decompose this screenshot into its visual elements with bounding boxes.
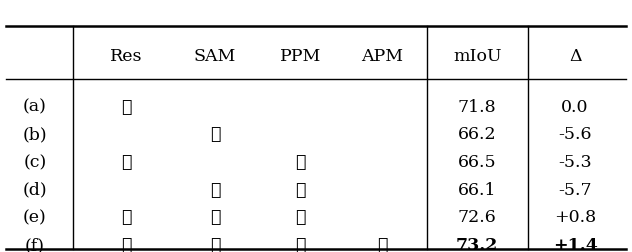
Text: (e): (e) <box>23 209 47 227</box>
Text: 0.0: 0.0 <box>561 99 589 116</box>
Text: mIoU: mIoU <box>453 48 501 65</box>
Text: 73.2: 73.2 <box>456 237 498 252</box>
Text: 66.1: 66.1 <box>458 182 496 199</box>
Text: APM: APM <box>362 48 403 65</box>
Text: ✓: ✓ <box>210 126 220 143</box>
Text: ✓: ✓ <box>295 209 305 227</box>
Text: -5.3: -5.3 <box>558 154 592 171</box>
Text: Res: Res <box>110 48 143 65</box>
Text: PPM: PPM <box>279 48 321 65</box>
Text: ✓: ✓ <box>210 182 220 199</box>
Text: 71.8: 71.8 <box>458 99 497 116</box>
Text: ✓: ✓ <box>377 237 387 252</box>
Text: +0.8: +0.8 <box>554 209 596 227</box>
Text: ✓: ✓ <box>210 209 220 227</box>
Text: (b): (b) <box>23 126 47 143</box>
Text: 66.5: 66.5 <box>458 154 497 171</box>
Text: +1.4: +1.4 <box>552 237 598 252</box>
Text: ✓: ✓ <box>295 154 305 171</box>
Text: (a): (a) <box>23 99 47 116</box>
Text: ✓: ✓ <box>210 237 220 252</box>
Text: ✓: ✓ <box>121 209 131 227</box>
Text: 66.2: 66.2 <box>458 126 497 143</box>
Text: ✓: ✓ <box>121 237 131 252</box>
Text: ✓: ✓ <box>295 237 305 252</box>
Text: 72.6: 72.6 <box>458 209 497 227</box>
Text: (c): (c) <box>23 154 46 171</box>
Text: ✓: ✓ <box>121 99 131 116</box>
Text: SAM: SAM <box>193 48 236 65</box>
Text: -5.7: -5.7 <box>558 182 592 199</box>
Text: ✓: ✓ <box>121 154 131 171</box>
Text: -5.6: -5.6 <box>558 126 592 143</box>
Text: ✓: ✓ <box>295 182 305 199</box>
Text: Δ: Δ <box>569 48 581 65</box>
Text: (f): (f) <box>25 237 45 252</box>
Text: (d): (d) <box>23 182 47 199</box>
